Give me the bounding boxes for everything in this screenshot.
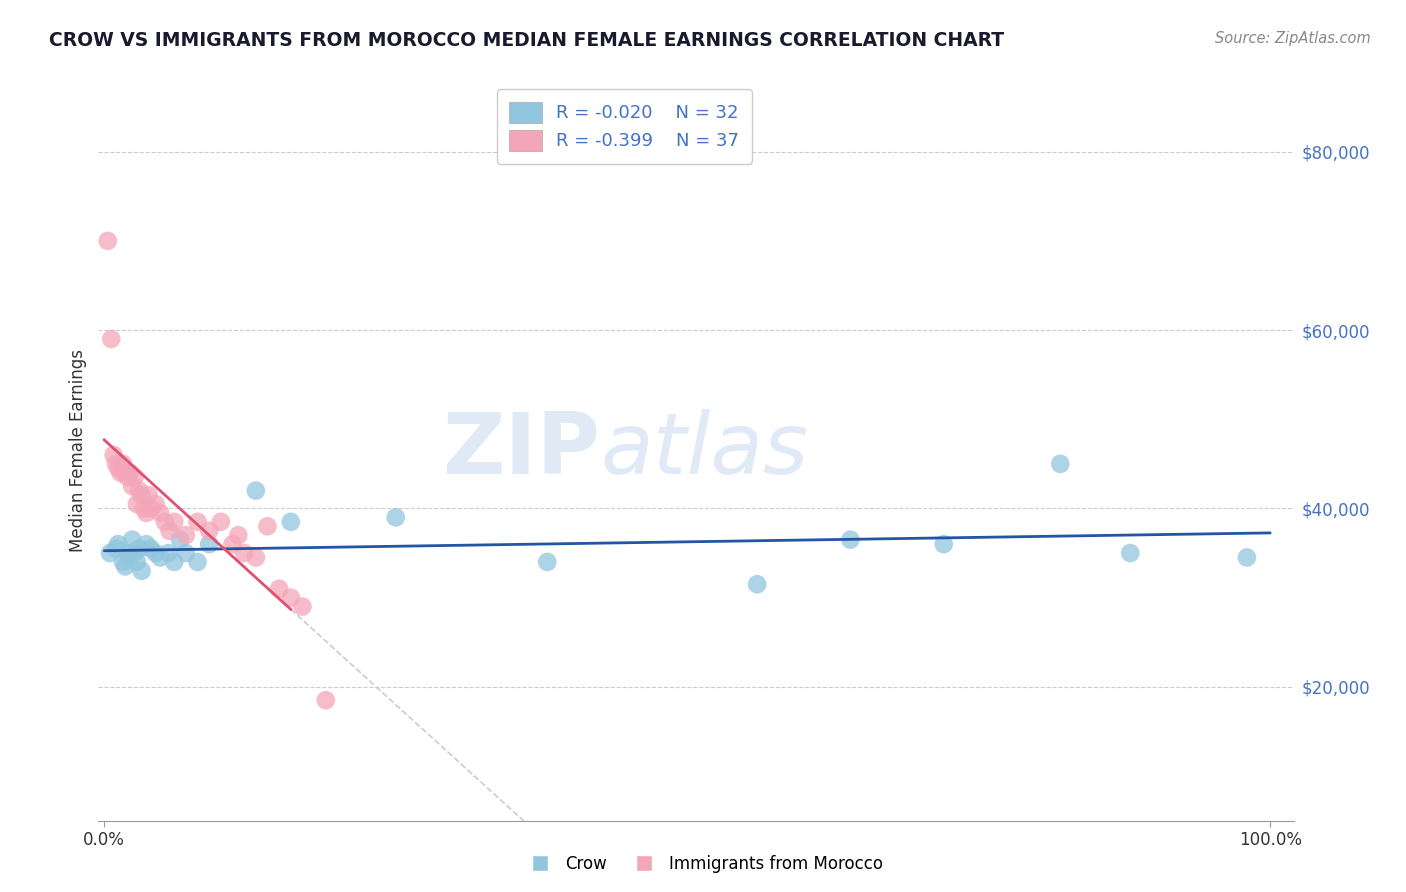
Point bbox=[1049, 457, 1071, 471]
Point bbox=[111, 457, 134, 471]
Point bbox=[118, 466, 141, 480]
Legend: Crow, Immigrants from Morocco: Crow, Immigrants from Morocco bbox=[517, 848, 889, 880]
Point bbox=[135, 506, 157, 520]
Point bbox=[107, 537, 129, 551]
Point bbox=[245, 550, 267, 565]
Point bbox=[233, 546, 256, 560]
Point bbox=[256, 519, 278, 533]
Point bbox=[139, 501, 162, 516]
Point bbox=[536, 555, 558, 569]
Point bbox=[163, 515, 186, 529]
Point bbox=[280, 591, 302, 605]
Point bbox=[198, 524, 221, 538]
Text: Source: ZipAtlas.com: Source: ZipAtlas.com bbox=[1215, 31, 1371, 46]
Point bbox=[145, 546, 167, 560]
Point bbox=[186, 515, 208, 529]
Point bbox=[245, 483, 267, 498]
Point bbox=[114, 559, 136, 574]
Point bbox=[174, 546, 197, 560]
Point bbox=[124, 470, 146, 484]
Point bbox=[1119, 546, 1142, 560]
Point bbox=[104, 457, 127, 471]
Point bbox=[209, 515, 232, 529]
Point bbox=[117, 470, 139, 484]
Text: CROW VS IMMIGRANTS FROM MOROCCO MEDIAN FEMALE EARNINGS CORRELATION CHART: CROW VS IMMIGRANTS FROM MOROCCO MEDIAN F… bbox=[49, 31, 1004, 50]
Point bbox=[117, 546, 139, 560]
Point bbox=[174, 528, 197, 542]
Point bbox=[163, 555, 186, 569]
Point bbox=[107, 461, 129, 475]
Point bbox=[114, 466, 136, 480]
Point bbox=[125, 497, 148, 511]
Point bbox=[291, 599, 314, 614]
Point bbox=[159, 524, 181, 538]
Point bbox=[98, 546, 121, 560]
Point bbox=[111, 555, 134, 569]
Point bbox=[121, 533, 143, 547]
Point bbox=[125, 555, 148, 569]
Point bbox=[103, 448, 125, 462]
Point bbox=[132, 501, 155, 516]
Point bbox=[104, 541, 127, 556]
Point bbox=[110, 466, 132, 480]
Point bbox=[128, 483, 150, 498]
Point bbox=[149, 550, 172, 565]
Point bbox=[138, 488, 160, 502]
Point bbox=[315, 693, 337, 707]
Point bbox=[145, 497, 167, 511]
Point bbox=[128, 541, 150, 556]
Y-axis label: Median Female Earnings: Median Female Earnings bbox=[69, 349, 87, 552]
Point bbox=[839, 533, 862, 547]
Point bbox=[153, 515, 176, 529]
Point bbox=[280, 515, 302, 529]
Point bbox=[169, 533, 191, 547]
Point bbox=[124, 546, 146, 560]
Point bbox=[186, 555, 208, 569]
Point bbox=[118, 550, 141, 565]
Text: atlas: atlas bbox=[600, 409, 808, 492]
Point bbox=[1236, 550, 1258, 565]
Point bbox=[228, 528, 250, 542]
Point bbox=[131, 488, 153, 502]
Point bbox=[932, 537, 955, 551]
Point bbox=[149, 506, 172, 520]
Legend: R = -0.020    N = 32, R = -0.399    N = 37: R = -0.020 N = 32, R = -0.399 N = 37 bbox=[496, 89, 752, 163]
Point bbox=[135, 537, 157, 551]
Point bbox=[221, 537, 243, 551]
Point bbox=[97, 234, 120, 248]
Point bbox=[198, 537, 221, 551]
Point bbox=[384, 510, 406, 524]
Point bbox=[269, 582, 291, 596]
Point bbox=[139, 541, 162, 556]
Point bbox=[121, 479, 143, 493]
Text: ZIP: ZIP bbox=[443, 409, 600, 492]
Point bbox=[157, 546, 180, 560]
Point bbox=[131, 564, 153, 578]
Point bbox=[100, 332, 122, 346]
Point bbox=[747, 577, 769, 591]
